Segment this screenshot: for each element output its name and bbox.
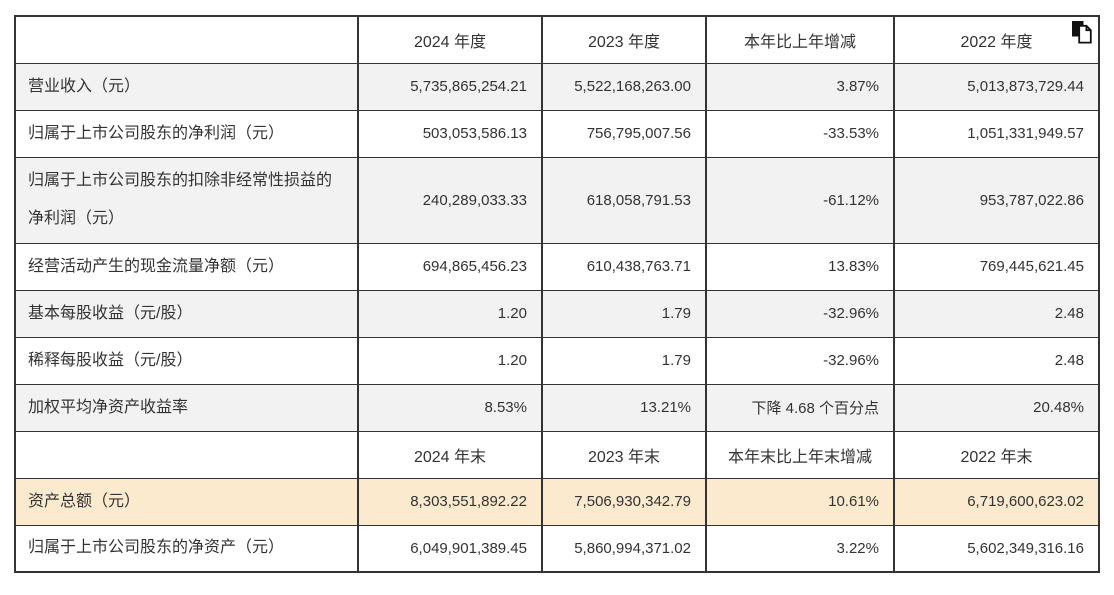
value-2022: 5,602,349,316.16 <box>893 524 1100 573</box>
period-header-row: 2024 年度 2023 年度 本年比上年增减 2022 年度 <box>14 15 1100 64</box>
metric-label: 营业收入（元） <box>14 62 359 111</box>
subheader-2022-end: 2022 年末 <box>893 430 1100 479</box>
header-2022: 2022 年度 <box>893 15 1100 64</box>
metric-label: 归属于上市公司股东的扣除非经常性损益的净利润（元） <box>14 156 359 244</box>
row-diluted-eps: 稀释每股收益（元/股） 1.20 1.79 -32.96% 2.48 <box>14 336 1100 385</box>
row-basic-eps: 基本每股收益（元/股） 1.20 1.79 -32.96% 2.48 <box>14 289 1100 338</box>
value-change: 13.83% <box>705 242 895 291</box>
financial-summary-table: 2024 年度 2023 年度 本年比上年增减 2022 年度 营 <box>14 15 1100 573</box>
header-2024: 2024 年度 <box>357 15 543 64</box>
header-2023: 2023 年度 <box>541 15 707 64</box>
value-2022: 20.48% <box>893 383 1100 432</box>
value-2022: 2.48 <box>893 336 1100 385</box>
value-change: -61.12% <box>705 156 895 244</box>
value-2022: 5,013,873,729.44 <box>893 62 1100 111</box>
value-change: 3.87% <box>705 62 895 111</box>
value-2024: 6,049,901,389.45 <box>357 524 543 573</box>
value-change: 3.22% <box>705 524 895 573</box>
header-yoy-change: 本年比上年增减 <box>705 15 895 64</box>
value-change: -32.96% <box>705 336 895 385</box>
value-2023: 1.79 <box>541 336 707 385</box>
row-operating-cash-flow: 经营活动产生的现金流量净额（元） 694,865,456.23 610,438,… <box>14 242 1100 291</box>
value-2023: 5,860,994,371.02 <box>541 524 707 573</box>
value-2023: 610,438,763.71 <box>541 242 707 291</box>
metric-label: 归属于上市公司股东的净资产（元） <box>14 524 359 573</box>
copy-icon[interactable] <box>1071 20 1093 44</box>
value-2024: 8,303,551,892.22 <box>357 477 543 526</box>
row-net-profit: 归属于上市公司股东的净利润（元） 503,053,586.13 756,795,… <box>14 109 1100 158</box>
value-2022: 2.48 <box>893 289 1100 338</box>
metric-label: 归属于上市公司股东的净利润（元） <box>14 109 359 158</box>
subheader-blank-cell <box>14 430 359 479</box>
metric-label: 经营活动产生的现金流量净额（元） <box>14 242 359 291</box>
value-2023: 1.79 <box>541 289 707 338</box>
value-2022: 953,787,022.86 <box>893 156 1100 244</box>
row-net-profit-excl-nonrecurring: 归属于上市公司股东的扣除非经常性损益的净利润（元） 240,289,033.33… <box>14 156 1100 244</box>
value-2022: 769,445,621.45 <box>893 242 1100 291</box>
metric-label: 加权平均净资产收益率 <box>14 383 359 432</box>
value-2024: 694,865,456.23 <box>357 242 543 291</box>
header-2022-label: 2022 年度 <box>960 33 1033 51</box>
value-2023: 7,506,930,342.79 <box>541 477 707 526</box>
row-total-assets: 资产总额（元） 8,303,551,892.22 7,506,930,342.7… <box>14 477 1100 526</box>
value-2024: 1.20 <box>357 289 543 338</box>
value-2024: 503,053,586.13 <box>357 109 543 158</box>
subheader-end-change: 本年末比上年末增减 <box>705 430 895 479</box>
value-change: 下降 4.68 个百分点 <box>705 383 895 432</box>
metric-label: 稀释每股收益（元/股） <box>14 336 359 385</box>
metric-label: 资产总额（元） <box>14 477 359 526</box>
row-revenue: 营业收入（元） 5,735,865,254.21 5,522,168,263.0… <box>14 62 1100 111</box>
value-2024: 240,289,033.33 <box>357 156 543 244</box>
value-change: -32.96% <box>705 289 895 338</box>
value-2024: 1.20 <box>357 336 543 385</box>
value-2023: 618,058,791.53 <box>541 156 707 244</box>
value-change: -33.53% <box>705 109 895 158</box>
value-2023: 13.21% <box>541 383 707 432</box>
financial-summary: 2024 年度 2023 年度 本年比上年增减 2022 年度 营 <box>14 15 1114 573</box>
value-2022: 1,051,331,949.57 <box>893 109 1100 158</box>
row-weighted-avg-roe: 加权平均净资产收益率 8.53% 13.21% 下降 4.68 个百分点 20.… <box>14 383 1100 432</box>
row-net-assets: 归属于上市公司股东的净资产（元） 6,049,901,389.45 5,860,… <box>14 524 1100 573</box>
subheader-2024-end: 2024 年末 <box>357 430 543 479</box>
value-2023: 5,522,168,263.00 <box>541 62 707 111</box>
value-2022: 6,719,600,623.02 <box>893 477 1100 526</box>
value-2023: 756,795,007.56 <box>541 109 707 158</box>
value-2024: 8.53% <box>357 383 543 432</box>
metric-label: 基本每股收益（元/股） <box>14 289 359 338</box>
value-change: 10.61% <box>705 477 895 526</box>
header-blank-cell <box>14 15 359 64</box>
period-end-header-row: 2024 年末 2023 年末 本年末比上年末增减 2022 年末 <box>14 430 1100 479</box>
value-2024: 5,735,865,254.21 <box>357 62 543 111</box>
subheader-2023-end: 2023 年末 <box>541 430 707 479</box>
